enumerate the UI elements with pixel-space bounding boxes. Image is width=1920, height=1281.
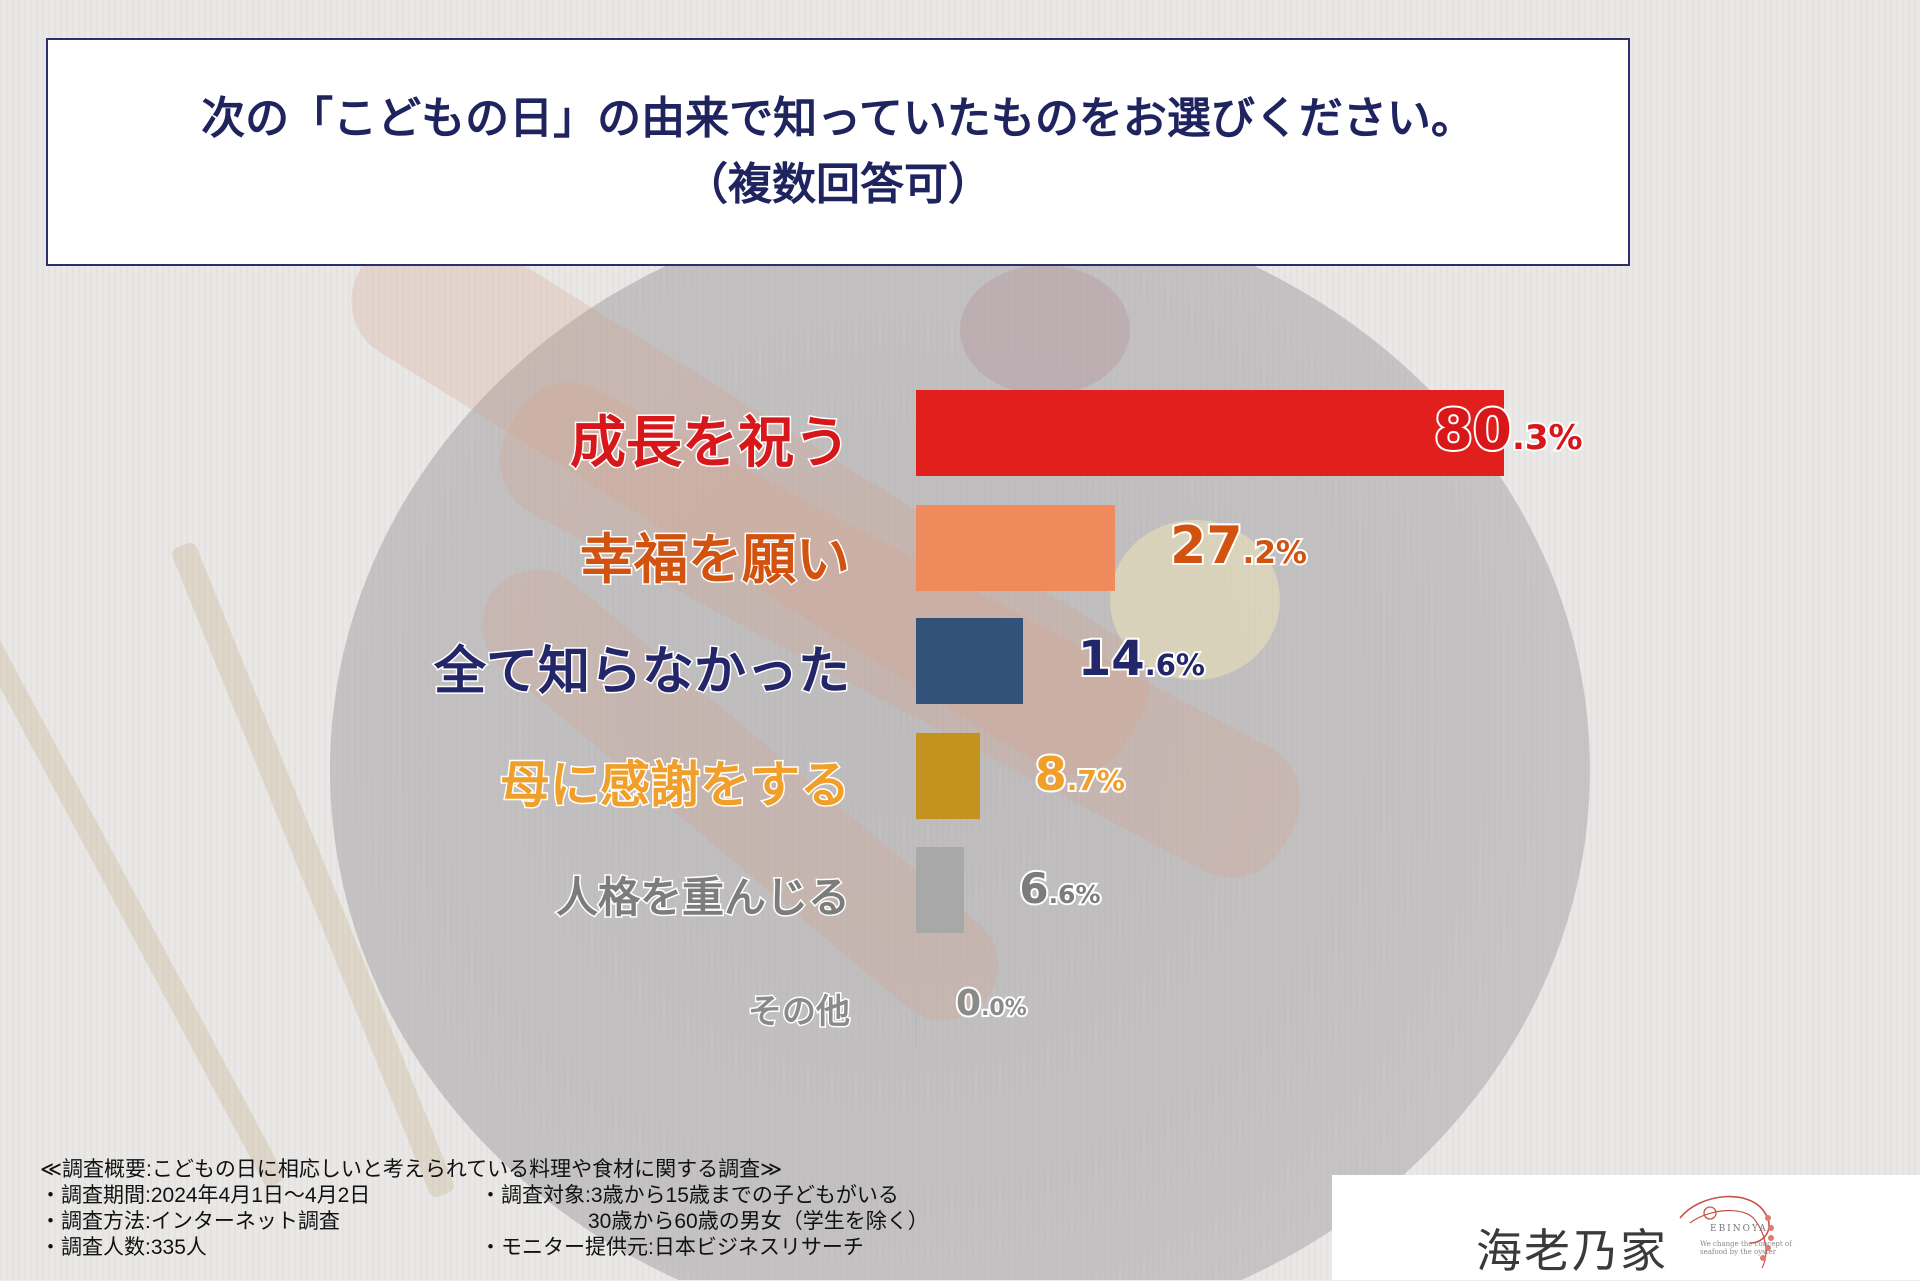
bar xyxy=(916,390,1504,476)
value-label: 80.3% xyxy=(1432,396,1585,465)
category-label: 母に感謝をする xyxy=(499,755,852,816)
brand-sub: EBINOYA xyxy=(1710,1224,1768,1234)
notes-count: ・調査人数:335人 xyxy=(40,1235,207,1259)
notes-heading: ≪調査概要:こどもの日に相応しいと考えられている料理や食材に関する調査≫ xyxy=(40,1158,783,1181)
shrimp-logo-icon xyxy=(1679,1195,1774,1269)
category-label: 幸福を願い xyxy=(579,526,852,592)
value-label: 27.2% xyxy=(1168,514,1309,578)
notes-target-detail: 30歳から60歳の男女（学生を除く） xyxy=(588,1209,929,1233)
survey-notes: ≪調査概要:こどもの日に相応しいと考えられている料理や食材に関する調査≫ ・調査… xyxy=(40,1157,929,1261)
chart-title: 次の「こどもの日」の由来で知っていたものをお選びください。 xyxy=(201,93,1475,144)
notes-target: ・調査対象:3歳から15歳までの子どもがいる xyxy=(480,1183,899,1207)
brand-tagline: We change the concept of seafood by the … xyxy=(1700,1240,1792,1257)
axis-line xyxy=(915,960,917,1048)
value-label: 8.7% xyxy=(1033,745,1127,803)
notes-monitor: ・モニター提供元:日本ビジネスリサーチ xyxy=(480,1235,864,1259)
category-label: その他 xyxy=(747,990,852,1033)
value-label: 14.6% xyxy=(1076,629,1207,689)
category-label: 成長を祝う xyxy=(569,410,852,478)
category-label: 人格を重んじる xyxy=(554,871,851,923)
bar xyxy=(916,618,1023,704)
brand-name: 海老乃家 xyxy=(1476,1224,1668,1278)
chart-title-box: 次の「こどもの日」の由来で知っていたものをお選びください。 （複数回答可） xyxy=(46,38,1630,266)
notes-method: ・調査方法:インターネット調査 xyxy=(40,1209,340,1233)
category-label: 全て知らなかった xyxy=(432,640,851,703)
bar xyxy=(916,505,1116,591)
bar xyxy=(916,847,965,933)
chart-subtitle: （複数回答可） xyxy=(684,159,992,210)
value-label: 0.0% xyxy=(954,981,1029,1026)
value-label: 6.6% xyxy=(1017,862,1102,915)
notes-period: ・調査期間:2024年4月1日～4月2日 xyxy=(40,1183,371,1207)
bar xyxy=(916,733,980,819)
